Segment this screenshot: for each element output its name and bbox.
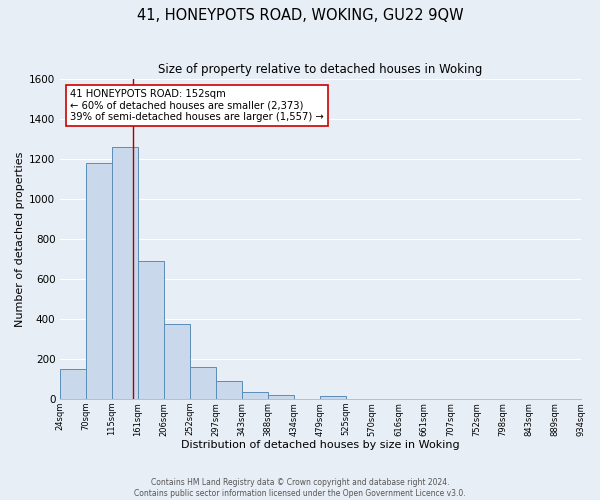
Bar xyxy=(138,261,164,399)
Title: Size of property relative to detached houses in Woking: Size of property relative to detached ho… xyxy=(158,62,482,76)
Bar xyxy=(86,164,112,399)
X-axis label: Distribution of detached houses by size in Woking: Distribution of detached houses by size … xyxy=(181,440,460,450)
Bar xyxy=(164,324,190,399)
Bar xyxy=(268,395,294,399)
Text: Contains HM Land Registry data © Crown copyright and database right 2024.
Contai: Contains HM Land Registry data © Crown c… xyxy=(134,478,466,498)
Bar xyxy=(242,392,268,399)
Bar xyxy=(320,396,346,399)
Bar xyxy=(190,367,216,399)
Bar xyxy=(216,381,242,399)
Bar xyxy=(59,369,86,399)
Bar xyxy=(112,148,138,399)
Y-axis label: Number of detached properties: Number of detached properties xyxy=(15,152,25,327)
Text: 41 HONEYPOTS ROAD: 152sqm
← 60% of detached houses are smaller (2,373)
39% of se: 41 HONEYPOTS ROAD: 152sqm ← 60% of detac… xyxy=(70,89,324,122)
Text: 41, HONEYPOTS ROAD, WOKING, GU22 9QW: 41, HONEYPOTS ROAD, WOKING, GU22 9QW xyxy=(137,8,463,22)
